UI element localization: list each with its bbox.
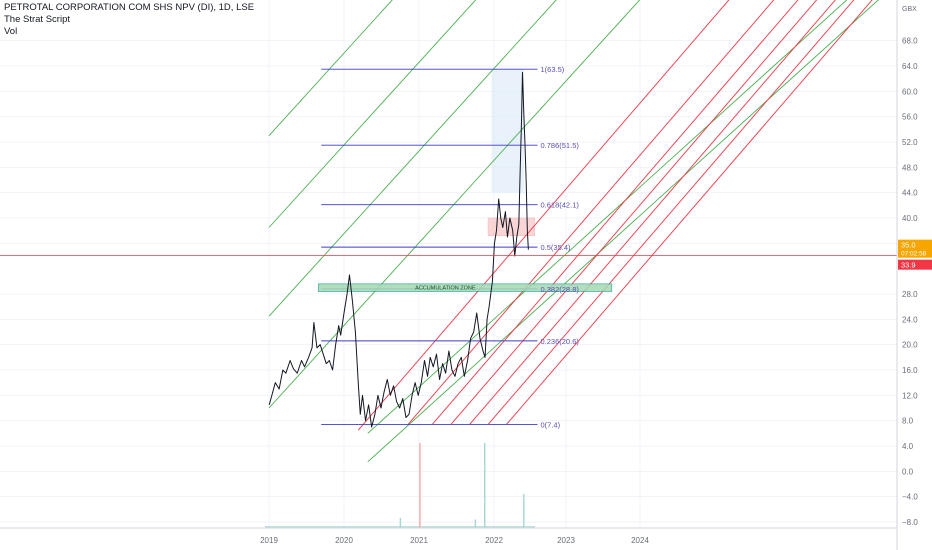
green-channel-line xyxy=(367,0,848,434)
red-channel-line xyxy=(487,0,855,425)
symbol-title[interactable]: PETROTAL CORPORATION COM SHS NPV (DI), 1… xyxy=(4,2,255,13)
red-channel-line xyxy=(450,0,818,425)
x-tick-label: 2024 xyxy=(631,536,649,545)
y-tick-label: 16.0 xyxy=(902,366,918,375)
red-channel-line xyxy=(407,0,775,425)
fib-level-label: 0.5(35.4) xyxy=(541,243,572,252)
indicator-strat-script[interactable]: The Strat Script xyxy=(4,14,70,25)
y-tick-label: 24.0 xyxy=(902,315,918,324)
x-tick-label: 2019 xyxy=(260,536,278,545)
x-tick-label: 2020 xyxy=(335,536,353,545)
currency-label: GBX xyxy=(902,6,917,13)
y-tick-label: 64.0 xyxy=(902,62,918,71)
price-tag-countdown: 07:02:58 xyxy=(901,251,927,258)
price-tag-current-value: 35.0 xyxy=(901,241,916,250)
green-channel-line xyxy=(268,0,477,228)
grid xyxy=(0,0,897,528)
y-tick-label: 40.0 xyxy=(902,214,918,223)
chart-legend: PETROTAL CORPORATION COM SHS NPV (DI), 1… xyxy=(4,2,254,38)
red-channel-line xyxy=(357,0,730,431)
price-tag-current xyxy=(898,239,932,258)
drawings-layer xyxy=(268,0,879,463)
x-tick-label: 2023 xyxy=(557,536,575,545)
fib-labels-layer: 1(63.5) 0.786(51.5) 0.618(42.1) 0.5(35.4) 0.… xyxy=(415,65,579,429)
fib-level-label: 0(7.4) xyxy=(541,420,561,429)
red-channel-line xyxy=(506,0,873,425)
green-channel-line xyxy=(268,0,393,136)
volume-layer xyxy=(265,443,535,528)
fib-level-label: 0.786(51.5) xyxy=(541,141,580,150)
y-tick-label: 48.0 xyxy=(902,163,918,172)
price-line xyxy=(268,71,529,428)
volume-bar xyxy=(523,494,525,528)
y-tick-label: 0.0 xyxy=(902,467,914,476)
x-tick-label: 2021 xyxy=(410,536,428,545)
fib-level-label: 0.618(42.1) xyxy=(541,201,580,210)
y-tick-label: −8.0 xyxy=(902,518,918,527)
price-tag-last xyxy=(898,259,932,270)
highlight-box xyxy=(491,69,525,193)
price-axis: 68.064.060.056.052.048.044.040.036.028.0… xyxy=(896,0,918,550)
y-tick-label: 28.0 xyxy=(902,290,918,299)
volume-bar xyxy=(419,443,421,528)
y-tick-label: 20.0 xyxy=(902,341,918,350)
green-channel-line xyxy=(268,0,557,317)
price-tag-last-value: 33.9 xyxy=(901,261,916,270)
red-channel-line xyxy=(431,0,799,425)
time-axis: 2019 2020 2021 2022 2023 2024 xyxy=(0,527,897,545)
y-tick-label: 68.0 xyxy=(902,37,918,46)
indicator-volume[interactable]: Vol xyxy=(4,26,18,37)
green-channel-line xyxy=(268,0,641,409)
y-tick-label: 8.0 xyxy=(902,417,914,426)
volume-bar xyxy=(474,519,477,528)
volume-bar xyxy=(484,443,486,528)
fib-level-label: 1(63.5) xyxy=(541,65,565,74)
volume-bar xyxy=(399,517,402,528)
accumulation-zone xyxy=(317,283,613,292)
y-tick-label: 12.0 xyxy=(902,391,918,400)
accumulation-zone-label: ACCUMULATION ZONE xyxy=(415,285,476,291)
y-tick-label: 44.0 xyxy=(902,189,918,198)
fib-level-label: 0.236(20.6) xyxy=(541,337,580,346)
y-tick-label: 60.0 xyxy=(902,87,918,96)
x-tick-label: 2022 xyxy=(485,536,503,545)
y-tick-label: −4.0 xyxy=(902,493,918,502)
price-layer xyxy=(0,71,897,428)
red-channel-line xyxy=(469,0,836,425)
fib-level-label: 0.382(28.8) xyxy=(541,285,580,294)
y-tick-label: 56.0 xyxy=(902,113,918,122)
y-tick-label: 4.0 xyxy=(902,442,914,451)
price-tags: 35.007:02:58 33.9 xyxy=(898,239,932,270)
green-channel-line xyxy=(367,0,879,463)
y-tick-label: 52.0 xyxy=(902,138,918,147)
